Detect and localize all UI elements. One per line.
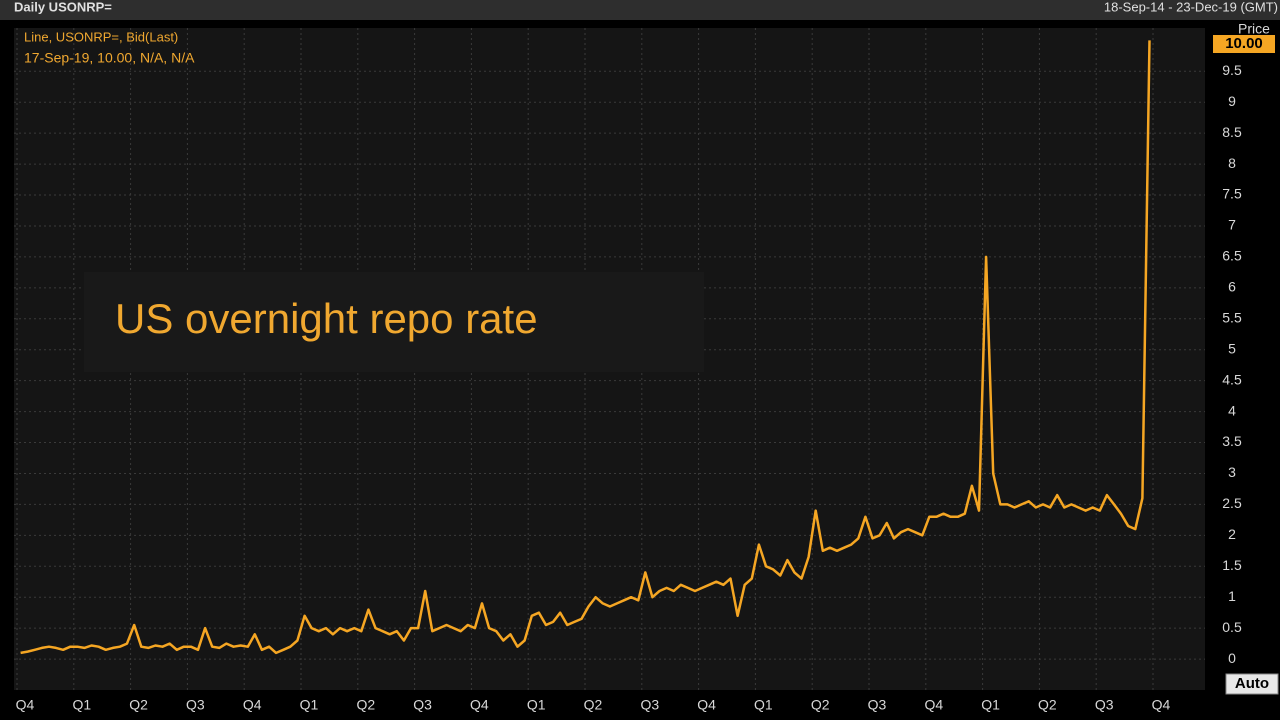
y-tick-label: 3	[1228, 464, 1236, 480]
y-tick-label: 3.5	[1222, 433, 1242, 449]
y-tick-label: 2.5	[1222, 495, 1242, 511]
x-tick-label: Q4	[16, 697, 35, 713]
x-tick-label: Q2	[1038, 697, 1057, 713]
y-tick-label: 4	[1228, 402, 1236, 418]
annotation: US overnight repo rate	[115, 295, 538, 342]
y-tick-label: 6	[1228, 279, 1236, 295]
legend-line: Line, USONRP=, Bid(Last)	[24, 29, 178, 44]
x-tick-label: Q1	[981, 697, 1000, 713]
legend-value: 17-Sep-19, 10.00, N/A, N/A	[24, 50, 195, 66]
x-tick-label: Q2	[356, 697, 375, 713]
x-tick-label: Q2	[129, 697, 148, 713]
y-tick-label: 9.5	[1222, 62, 1242, 78]
x-tick-label: Q3	[868, 697, 887, 713]
y-tick-label: 8.5	[1222, 124, 1242, 140]
y-tick-label: 9	[1228, 93, 1236, 109]
header-bar	[0, 0, 1280, 20]
y-tick-label: 7	[1228, 217, 1236, 233]
y-tick-label: 4.5	[1222, 371, 1242, 387]
x-tick-label: Q4	[470, 697, 489, 713]
x-tick-label: Q4	[1152, 697, 1171, 713]
y-axis-label: Price	[1238, 21, 1270, 37]
y-tick-label: 0	[1228, 650, 1236, 666]
y-tick-label: 2	[1228, 526, 1236, 542]
y-tick-label: 5.5	[1222, 309, 1242, 325]
current-value-box	[1213, 35, 1275, 53]
header-range: 18-Sep-14 - 23-Dec-19 (GMT)	[1104, 0, 1278, 14]
y-tick-label: 7.5	[1222, 186, 1242, 202]
x-tick-label: Q2	[584, 697, 603, 713]
x-tick-label: Q4	[924, 697, 943, 713]
x-tick-label: Q3	[1095, 697, 1114, 713]
x-tick-label: Q2	[811, 697, 830, 713]
y-tick-label: 6.5	[1222, 248, 1242, 264]
x-tick-label: Q3	[186, 697, 205, 713]
x-tick-label: Q4	[243, 697, 262, 713]
x-tick-label: Q1	[527, 697, 546, 713]
x-tick-label: Q1	[72, 697, 91, 713]
y-tick-label: 0.5	[1222, 619, 1242, 635]
y-tick-label: 1.5	[1222, 557, 1242, 573]
x-tick-label: Q1	[754, 697, 773, 713]
x-tick-label: Q3	[413, 697, 432, 713]
x-tick-label: Q1	[300, 697, 319, 713]
current-value: 10.00	[1225, 35, 1263, 52]
y-tick-label: 8	[1228, 155, 1236, 171]
header-title: Daily USONRP=	[14, 0, 112, 14]
y-tick-label: 5	[1228, 340, 1236, 356]
auto-button[interactable]	[1225, 673, 1279, 695]
series-line	[20, 40, 1151, 655]
x-tick-label: Q4	[697, 697, 716, 713]
annotation-box	[84, 272, 704, 372]
x-tick-label: Q3	[640, 697, 659, 713]
auto-button-label[interactable]: Auto	[1235, 675, 1269, 692]
y-tick-label: 1	[1228, 588, 1236, 604]
